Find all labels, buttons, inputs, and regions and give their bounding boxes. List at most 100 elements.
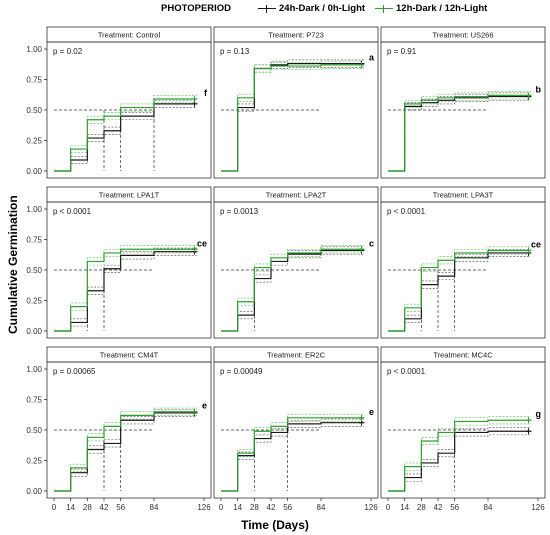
y-tick-label: 0.75 [26, 75, 42, 84]
series-light-line [54, 98, 197, 172]
panel-title: Treatment: ER2C [267, 351, 326, 360]
series-light-ci-upper [54, 95, 197, 172]
y-tick-label: 0.00 [26, 167, 42, 176]
y-tick-label: 0.25 [26, 296, 42, 305]
series-light-ci-upper [221, 60, 364, 172]
x-tick-label: 14 [66, 503, 75, 512]
series-light-ci-lower [221, 421, 364, 492]
significance-letter: e [369, 407, 374, 417]
panel: Treatment: P723 p = 0.13 a [213, 26, 379, 179]
y-tick-label: 0.25 [26, 456, 42, 465]
panel-title: Treatment: P723 [268, 31, 324, 40]
series-dark-line [388, 95, 531, 172]
panel: Treatment: MC4C p < 0.0001 g 0 14 28 42 56 84 126 [380, 346, 546, 512]
legend-item-dark: 24h-Dark / 0h-Light [279, 3, 366, 14]
x-tick-label: 0 [219, 503, 224, 512]
p-value: p = 0.02 [53, 47, 83, 56]
series-light-line [388, 419, 531, 492]
series-light-ci-upper [388, 91, 531, 172]
p-value: p = 0.0013 [220, 207, 259, 216]
series-dark-ci-upper [54, 247, 197, 332]
series-dark-ci-lower [54, 416, 197, 492]
x-tick-label: 126 [364, 503, 378, 512]
panel: Treatment: ER2C p = 0.00049 e 0 14 28 42 56 84 12… [213, 346, 379, 512]
panel-border [380, 361, 546, 499]
significance-letter: c [369, 238, 374, 248]
y-tick-label: 0.50 [26, 426, 42, 435]
series-light-ci-lower [388, 98, 531, 172]
series-light-ci-lower [54, 252, 197, 332]
series-light-ci-lower [388, 253, 531, 332]
p-value: p < 0.0001 [387, 367, 426, 376]
y-tick-label: 1.00 [26, 205, 42, 214]
series-light-ci-upper [54, 407, 197, 492]
series-dark-ci-upper [388, 248, 531, 332]
series-dark-ci-upper [388, 92, 531, 172]
series-light-ci-upper [388, 416, 531, 492]
legend-key-light [375, 5, 393, 13]
x-tick-label: 28 [250, 503, 259, 512]
x-tick-label: 56 [283, 503, 292, 512]
y-tick-label: 0.50 [26, 106, 42, 115]
x-tick-label: 126 [531, 503, 545, 512]
legend: PHOTOPERIOD 24h-Dark / 0h-Light 12h-Dark… [0, 0, 550, 18]
series-dark-ci-lower [221, 253, 364, 332]
series-dark-ci-lower [221, 426, 364, 492]
series-light-ci-upper [221, 413, 364, 492]
y-tick-label: 0.75 [26, 395, 42, 404]
series-light-ci-upper [221, 245, 364, 332]
panel-title: Treatment: MC4C [433, 351, 493, 360]
x-tick-label: 56 [116, 503, 125, 512]
p-value: p = 0.00049 [220, 367, 263, 376]
series-light-ci-upper [54, 245, 197, 332]
y-tick-label: 1.00 [26, 365, 42, 374]
series-light-line [221, 64, 364, 172]
series-light-line [54, 248, 197, 332]
x-tick-label: 0 [52, 503, 57, 512]
p-value: p < 0.0001 [53, 207, 92, 216]
series-dark-line [221, 63, 364, 172]
series-dark-line [54, 412, 197, 492]
panel-border [380, 41, 546, 179]
y-tick-label: 1.00 [26, 45, 42, 54]
y-tick-label: 0.50 [26, 266, 42, 275]
series-light-line [221, 248, 364, 332]
series-light-ci-lower [54, 102, 197, 172]
panel-title: Treatment: LPA2T [266, 191, 327, 200]
series-dark-ci-upper [388, 427, 531, 492]
panel-border [213, 201, 379, 339]
panel-title: Treatment: Control [98, 31, 161, 40]
series-dark-ci-lower [54, 255, 197, 332]
significance-letter: g [536, 409, 542, 419]
x-tick-label: 28 [417, 503, 426, 512]
series-light-ci-lower [54, 415, 197, 492]
panel-border [213, 361, 379, 499]
x-tick-label: 0 [386, 503, 391, 512]
series-dark-line [54, 103, 197, 172]
series-dark-line [54, 251, 197, 332]
panel: Treatment: LPA1T p < 0.0001 ce 0.00 0.25 0.50… [26, 186, 212, 339]
series-dark-ci-lower [221, 67, 364, 172]
series-dark-ci-upper [54, 408, 197, 492]
p-value: p = 0.00065 [53, 367, 96, 376]
series-dark-line [221, 249, 364, 332]
panel-title: Treatment: LPA1T [99, 191, 160, 200]
series-light-line [388, 94, 531, 172]
series-light-line [221, 417, 364, 492]
x-tick-label: 28 [83, 503, 92, 512]
series-dark-line [388, 252, 531, 332]
y-tick-label: 0.00 [26, 327, 42, 336]
significance-letter: ce [197, 238, 207, 248]
x-tick-label: 126 [197, 503, 211, 512]
series-dark-line [221, 422, 364, 492]
panel: Treatment: LPA3T p < 0.0001 ce [380, 186, 546, 339]
x-tick-label: 84 [317, 503, 326, 512]
x-tick-label: 14 [233, 503, 242, 512]
series-dark-ci-lower [388, 434, 531, 492]
series-dark-line [388, 430, 531, 492]
p-value: p = 0.13 [220, 47, 250, 56]
significance-letter: ce [531, 239, 541, 249]
panel: Treatment: US266 p = 0.91 b [380, 26, 546, 179]
series-dark-ci-upper [54, 99, 197, 172]
series-dark-ci-lower [388, 256, 531, 332]
